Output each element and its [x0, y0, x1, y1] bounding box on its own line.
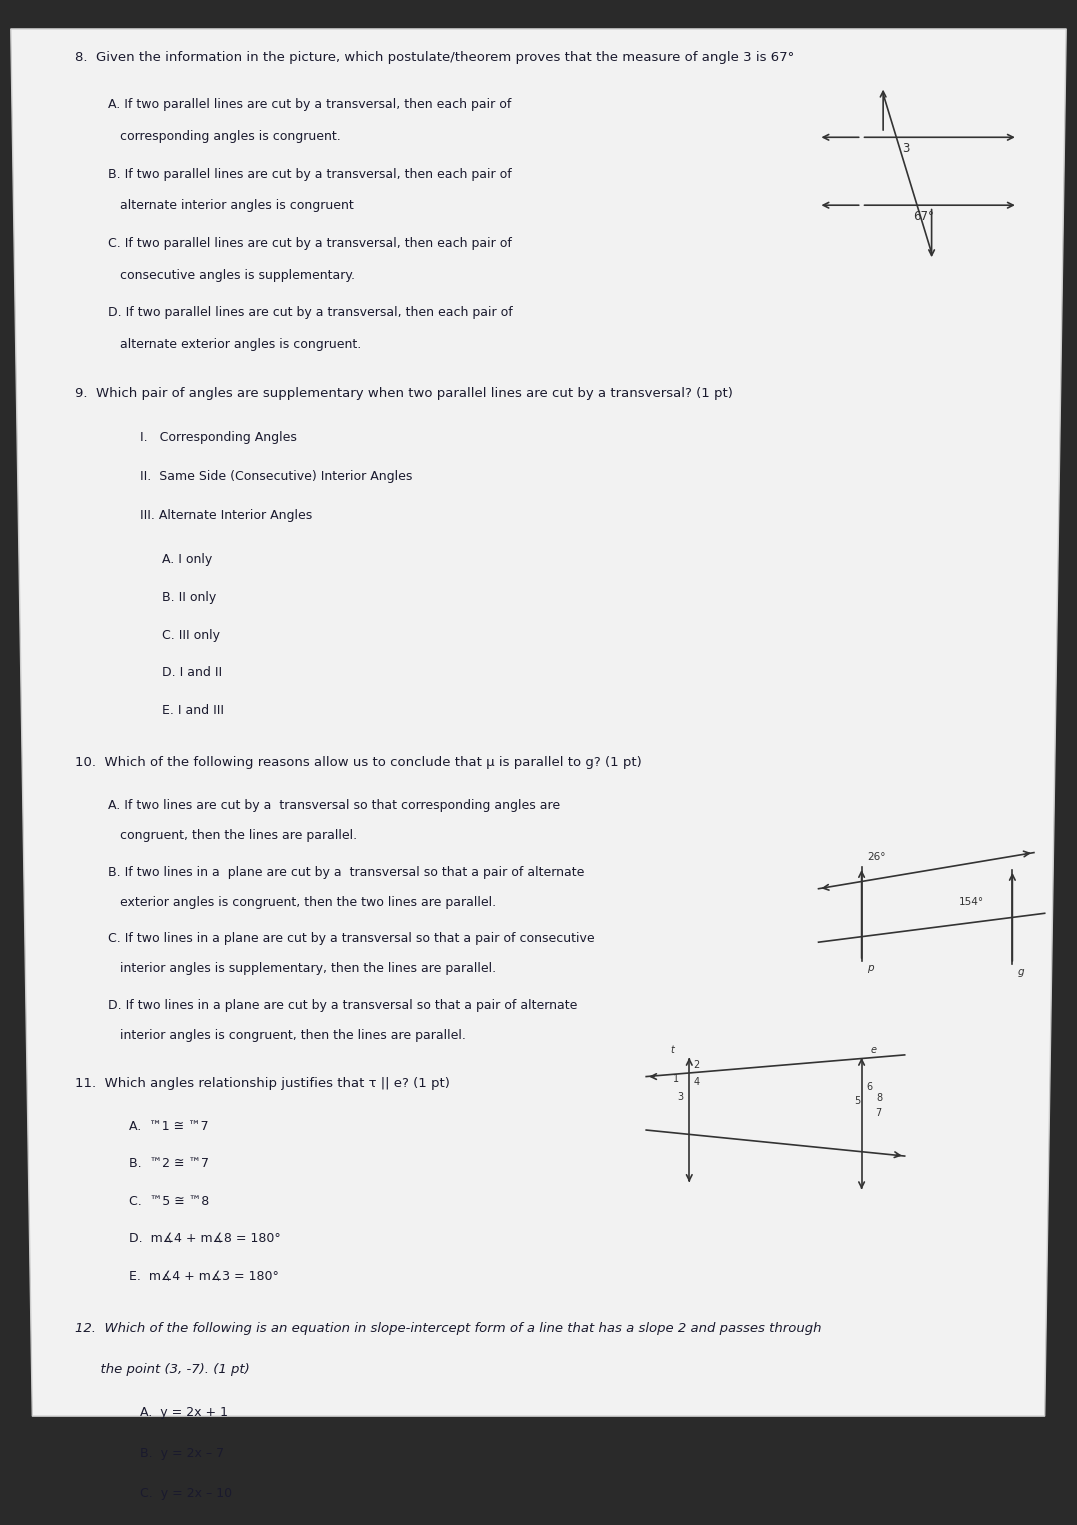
Text: 11.  Which angles relationship justifies that τ || e? (1 pt): 11. Which angles relationship justifies …	[75, 1077, 450, 1089]
Text: D. If two parallel lines are cut by a transversal, then each pair of: D. If two parallel lines are cut by a tr…	[108, 307, 513, 319]
Text: B. II only: B. II only	[162, 592, 215, 604]
Text: B. If two lines in a  plane are cut by a  transversal so that a pair of alternat: B. If two lines in a plane are cut by a …	[108, 866, 584, 878]
Text: 3: 3	[677, 1092, 684, 1101]
Text: A. I only: A. I only	[162, 554, 212, 566]
Text: E.  m∡4 + m∡3 = 180°: E. m∡4 + m∡3 = 180°	[129, 1270, 279, 1283]
Text: D. I and II: D. I and II	[162, 666, 222, 679]
Text: A. If two lines are cut by a  transversal so that corresponding angles are: A. If two lines are cut by a transversal…	[108, 799, 560, 813]
Text: 8.  Given the information in the picture, which postulate/theorem proves that th: 8. Given the information in the picture,…	[75, 50, 795, 64]
Text: D. If two lines in a plane are cut by a transversal so that a pair of alternate: D. If two lines in a plane are cut by a …	[108, 999, 577, 1011]
Text: I.   Corresponding Angles: I. Corresponding Angles	[140, 430, 297, 444]
Text: consecutive angles is supplementary.: consecutive angles is supplementary.	[108, 268, 354, 282]
Text: corresponding angles is congruent.: corresponding angles is congruent.	[108, 130, 340, 143]
Polygon shape	[11, 29, 1066, 1417]
Text: the point (3, -7). (1 pt): the point (3, -7). (1 pt)	[75, 1363, 250, 1376]
Text: C.  y = 2x – 10: C. y = 2x – 10	[140, 1487, 233, 1501]
Text: B.  ™2 ≅ ™7: B. ™2 ≅ ™7	[129, 1157, 209, 1171]
Text: congruent, then the lines are parallel.: congruent, then the lines are parallel.	[108, 830, 356, 842]
Text: 5: 5	[854, 1096, 861, 1106]
Text: 26°: 26°	[867, 852, 885, 862]
Text: 8: 8	[877, 1093, 883, 1103]
Text: 4: 4	[694, 1077, 700, 1087]
Text: interior angles is congruent, then the lines are parallel.: interior angles is congruent, then the l…	[108, 1029, 465, 1042]
Text: C. If two lines in a plane are cut by a transversal so that a pair of consecutiv: C. If two lines in a plane are cut by a …	[108, 932, 595, 946]
Text: B. If two parallel lines are cut by a transversal, then each pair of: B. If two parallel lines are cut by a tr…	[108, 168, 512, 180]
Text: 2: 2	[694, 1060, 700, 1071]
Text: E. I and III: E. I and III	[162, 703, 224, 717]
Text: II.  Same Side (Consecutive) Interior Angles: II. Same Side (Consecutive) Interior Ang…	[140, 470, 412, 482]
Text: e: e	[870, 1046, 877, 1055]
Text: 154°: 154°	[959, 897, 983, 906]
Text: C. If two parallel lines are cut by a transversal, then each pair of: C. If two parallel lines are cut by a tr…	[108, 236, 512, 250]
Text: D.  m∡4 + m∡8 = 180°: D. m∡4 + m∡8 = 180°	[129, 1232, 281, 1246]
Text: 12.  Which of the following is an equation in slope-intercept form of a line tha: 12. Which of the following is an equatio…	[75, 1322, 822, 1336]
Text: g: g	[1018, 967, 1024, 978]
Text: A.  ™1 ≅ ™7: A. ™1 ≅ ™7	[129, 1119, 209, 1133]
Text: A. If two parallel lines are cut by a transversal, then each pair of: A. If two parallel lines are cut by a tr…	[108, 98, 512, 111]
Text: III. Alternate Interior Angles: III. Alternate Interior Angles	[140, 509, 312, 522]
Text: 6: 6	[866, 1081, 872, 1092]
Text: alternate exterior angles is congruent.: alternate exterior angles is congruent.	[108, 339, 361, 351]
Text: 7: 7	[876, 1107, 882, 1118]
Text: alternate interior angles is congruent: alternate interior angles is congruent	[108, 200, 353, 212]
Text: exterior angles is congruent, then the two lines are parallel.: exterior angles is congruent, then the t…	[108, 897, 495, 909]
Text: interior angles is supplementary, then the lines are parallel.: interior angles is supplementary, then t…	[108, 962, 495, 976]
Text: C. III only: C. III only	[162, 628, 220, 642]
Text: t: t	[670, 1046, 674, 1055]
Text: C.  ™5 ≅ ™8: C. ™5 ≅ ™8	[129, 1196, 210, 1208]
Text: 10.  Which of the following reasons allow us to conclude that μ is parallel to g: 10. Which of the following reasons allow…	[75, 756, 642, 769]
Text: p: p	[867, 964, 873, 973]
Text: A.  y = 2x + 1: A. y = 2x + 1	[140, 1406, 228, 1420]
Text: B.  y = 2x – 7: B. y = 2x – 7	[140, 1447, 224, 1459]
Text: 3: 3	[903, 142, 910, 154]
Text: 1: 1	[673, 1074, 680, 1084]
Text: 67°: 67°	[913, 209, 934, 223]
Text: 9.  Which pair of angles are supplementary when two parallel lines are cut by a : 9. Which pair of angles are supplementar…	[75, 387, 733, 400]
